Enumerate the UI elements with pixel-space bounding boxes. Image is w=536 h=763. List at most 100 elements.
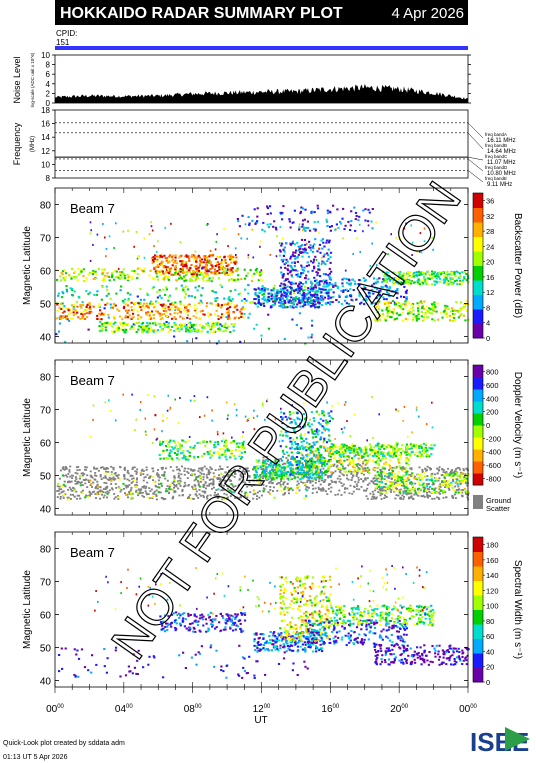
data-cell (253, 474, 256, 476)
data-cell (284, 266, 287, 269)
ground-scatter-cell (245, 471, 248, 473)
ground-scatter-cell (380, 473, 383, 476)
data-cell (117, 276, 120, 279)
data-cell (321, 295, 324, 298)
ground-scatter-cell (269, 480, 272, 483)
data-cell (266, 475, 269, 478)
data-cell (281, 455, 285, 458)
data-cell (199, 318, 202, 321)
data-cell (268, 205, 272, 208)
data-cell (293, 209, 296, 212)
ground-scatter-cell (110, 465, 113, 468)
data-cell (237, 220, 240, 223)
ground-scatter-cell (316, 491, 318, 494)
data-cell (357, 283, 360, 285)
data-cell (200, 272, 203, 274)
ground-scatter-cell (436, 472, 439, 475)
data-cell (173, 315, 176, 318)
data-cell (391, 311, 394, 314)
ground-scatter-cell (255, 498, 258, 500)
data-cell (171, 317, 174, 320)
data-cell (257, 459, 261, 462)
data-cell (199, 323, 202, 326)
ground-scatter-cell (59, 495, 62, 498)
ground-scatter-cell (59, 469, 62, 472)
data-cell (227, 325, 230, 328)
data-cell (327, 297, 330, 300)
data-cell (236, 308, 239, 311)
ground-scatter-cell (318, 458, 321, 461)
data-cell (165, 440, 168, 443)
data-cell (104, 329, 107, 332)
data-cell (74, 312, 77, 315)
data-cell (318, 283, 321, 286)
data-cell (307, 303, 310, 306)
ground-scatter-cell (314, 481, 317, 484)
ground-scatter-cell (452, 475, 455, 477)
data-cell (323, 245, 326, 248)
ground-scatter-cell (377, 477, 380, 480)
ground-scatter-cell (408, 479, 411, 481)
ground-scatter-cell (166, 485, 169, 487)
data-cell (206, 260, 209, 263)
data-cell (356, 237, 358, 240)
data-cell (260, 240, 262, 243)
colorbar-segment (473, 323, 483, 339)
data-cell (175, 304, 178, 307)
ground-scatter-cell (394, 497, 397, 500)
data-cell (462, 306, 465, 309)
data-cell (122, 307, 125, 310)
data-cell (262, 465, 265, 468)
data-cell (233, 440, 236, 443)
data-cell (278, 242, 281, 245)
data-cell (130, 491, 133, 494)
freq-ylabel: Frequency (12, 122, 22, 165)
ground-scatter-cell (131, 475, 134, 477)
data-cell (223, 303, 226, 306)
data-cell (166, 266, 169, 269)
data-cell (405, 296, 408, 299)
data-cell (218, 448, 221, 451)
data-cell (349, 288, 352, 291)
ground-scatter-cell (106, 486, 108, 489)
data-cell (321, 304, 324, 306)
data-cell (91, 273, 95, 275)
ground-scatter-cell (271, 477, 274, 479)
ground-scatter-cell (411, 482, 414, 485)
data-cell (72, 305, 75, 308)
data-cell (297, 253, 300, 256)
data-cell (99, 320, 102, 323)
data-cell (208, 255, 211, 258)
ground-scatter-cell (115, 487, 118, 489)
data-cell (311, 477, 314, 480)
data-cell (122, 301, 125, 304)
data-cell (255, 471, 258, 474)
data-cell (182, 309, 185, 312)
ground-scatter-cell (177, 472, 180, 475)
data-cell (81, 314, 85, 317)
ground-scatter-cell (454, 497, 457, 499)
data-cell (178, 458, 181, 461)
data-cell (187, 330, 190, 333)
data-cell (376, 288, 379, 291)
ground-scatter-cell (175, 485, 178, 488)
ground-scatter-cell (455, 468, 458, 470)
ground-scatter-cell (193, 479, 196, 482)
data-cell (194, 304, 197, 307)
data-cell (224, 329, 227, 332)
data-cell (200, 258, 204, 261)
data-cell (392, 312, 395, 315)
data-cell (259, 272, 263, 275)
data-cell (107, 316, 110, 319)
data-cell (306, 289, 309, 292)
data-cell (297, 285, 300, 288)
data-cell (310, 462, 313, 465)
ground-scatter-cell (84, 469, 87, 471)
data-cell (217, 328, 220, 331)
data-cell (304, 416, 307, 419)
ground-scatter-cell (148, 497, 151, 499)
data-cell (261, 293, 264, 296)
data-cell (145, 311, 148, 314)
data-cell (63, 279, 67, 282)
data-cell (332, 285, 335, 288)
